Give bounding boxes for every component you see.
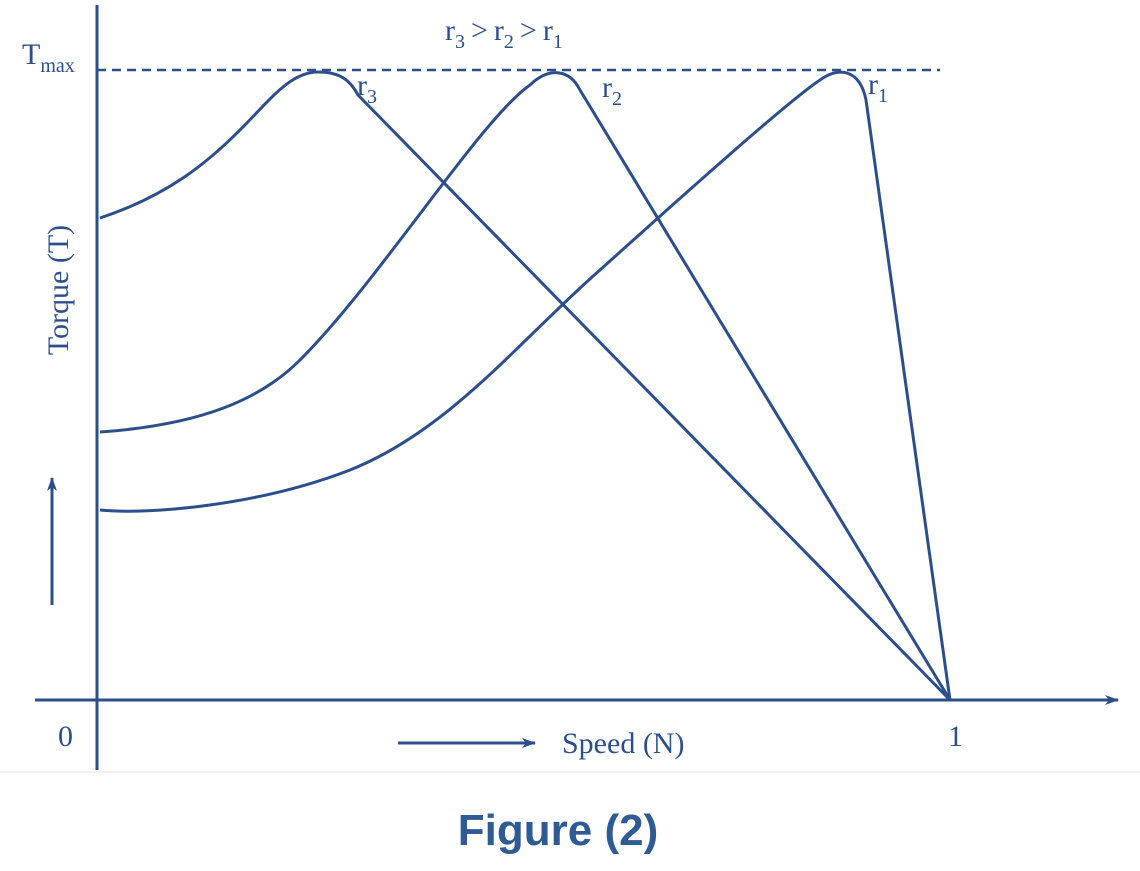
relation-sub: 3 — [455, 31, 465, 53]
y-axis-label: Torque (T) — [42, 225, 75, 355]
tmax-base: T — [22, 38, 40, 71]
curve-label-sub: 3 — [367, 86, 377, 108]
curve-label: r3 — [357, 69, 377, 108]
x-axis-label: Speed (N) — [562, 727, 684, 760]
origin-label: 0 — [58, 720, 73, 753]
x-end-label: 1 — [948, 720, 963, 753]
relation-op: > — [520, 14, 537, 47]
curve-r1 — [99, 70, 952, 701]
curve-label-base: r — [602, 71, 612, 104]
relation-sub: 1 — [553, 31, 563, 53]
caption-area — [0, 772, 1140, 871]
relation-op: > — [471, 14, 488, 47]
curve-label-sub: 2 — [612, 88, 622, 110]
curve-r2 — [99, 71, 952, 701]
curve-label-base: r — [868, 68, 878, 101]
curve-label: r1 — [868, 68, 888, 107]
relation-sub: 2 — [504, 31, 514, 53]
curve-r3 — [99, 70, 952, 702]
relation: r3 > r2 > r1 — [445, 14, 563, 53]
curve-label-base: r — [357, 69, 367, 102]
relation-part: r — [543, 14, 553, 47]
caption: Figure (2) — [458, 806, 658, 855]
curve-label-sub: 1 — [878, 85, 888, 107]
curve-label: r2 — [602, 71, 622, 110]
tmax-sub: max — [40, 55, 74, 77]
tmax-label: Tmax — [22, 38, 75, 77]
relation-part: r — [494, 14, 504, 47]
relation-part: r — [445, 14, 455, 47]
